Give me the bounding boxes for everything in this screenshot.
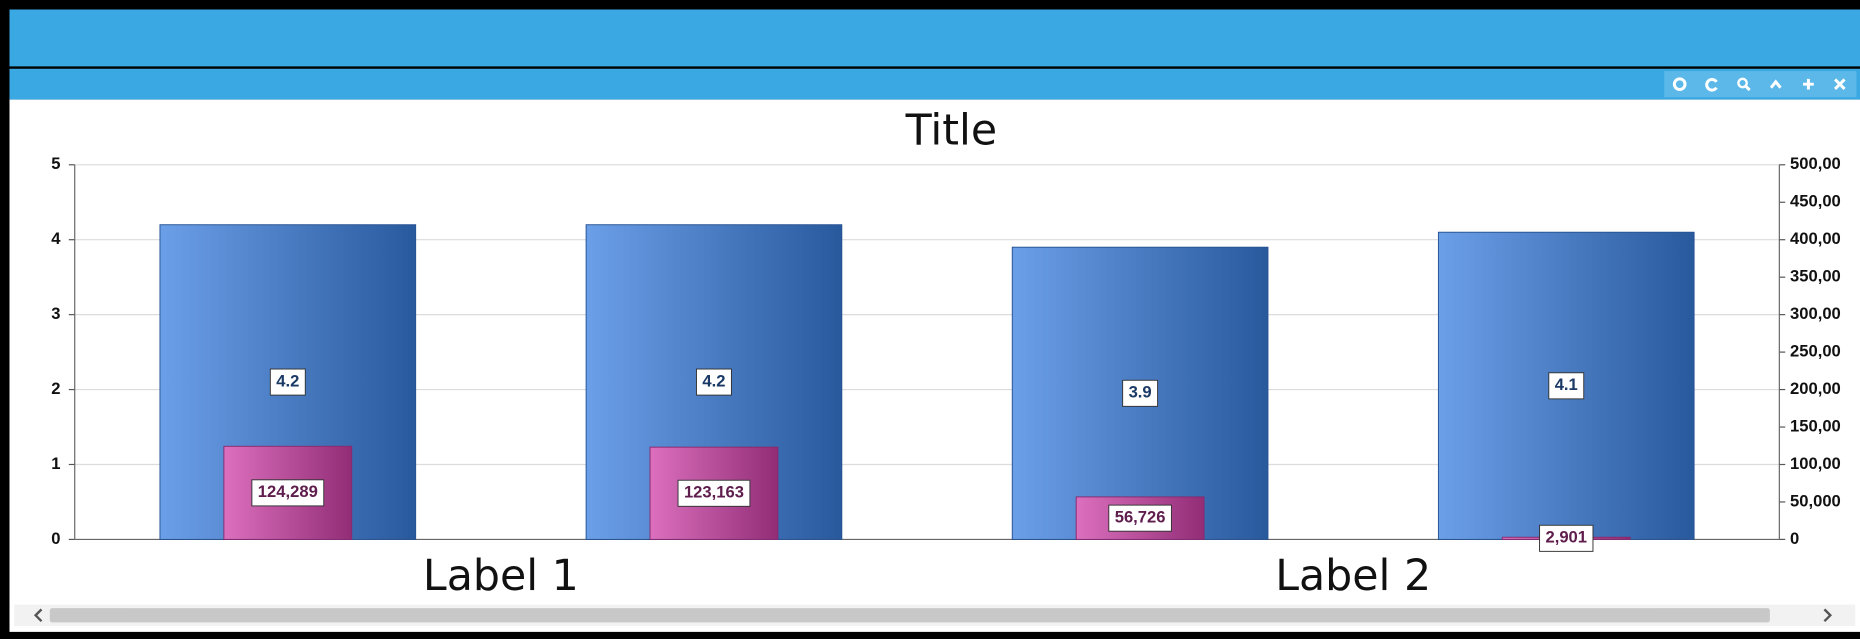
collapse-icon[interactable] — [1769, 79, 1782, 89]
y2-tick-label: 150,00 — [1790, 416, 1841, 435]
value-label: 124,289 — [258, 482, 318, 501]
value-label-box — [677, 479, 751, 507]
y2-tick-label: 300,00 — [1790, 304, 1841, 323]
scroll-right[interactable] — [1823, 608, 1833, 623]
value-label: 4.1 — [1555, 375, 1578, 394]
value-label: 4.2 — [702, 371, 725, 390]
value-label: 2,901 — [1545, 528, 1587, 547]
x-tick-label: Label 2 — [1275, 551, 1431, 601]
value-label-box — [1122, 379, 1159, 407]
value-label-box — [269, 368, 306, 396]
close-icon[interactable] — [1834, 78, 1846, 90]
value-label-box — [1539, 524, 1594, 552]
toolbar-icons — [1664, 71, 1857, 98]
x-tick-label: Label 1 — [423, 551, 579, 601]
y-tick-label: 5 — [51, 154, 60, 173]
value-label-box — [696, 368, 732, 396]
maximize-icon[interactable] — [1803, 78, 1814, 90]
y2-tick-label: 100,00 — [1790, 454, 1841, 473]
y-tick-label: 0 — [51, 529, 60, 548]
scroll-thumb[interactable] — [49, 608, 1770, 623]
y-tick-label: 1 — [51, 454, 60, 473]
value-label-box — [1108, 504, 1172, 532]
y2-tick-label: 350,00 — [1790, 267, 1841, 286]
plot: 0 1 2 3 4 5 0 50,000 100,00 150,00 200,00 250,00 300… — [51, 154, 1841, 601]
y-tick-label: 3 — [51, 304, 60, 323]
refresh-icon[interactable] — [1705, 77, 1718, 92]
value-label-box — [1548, 372, 1585, 400]
y-tick-label: 4 — [51, 229, 61, 248]
y2-tick-label: 50,000 — [1790, 491, 1841, 510]
search-icon[interactable] — [1737, 77, 1751, 92]
toolbar — [9, 68, 1860, 100]
value-label: 56,726 — [1115, 508, 1166, 527]
y2-tick-label: 250,00 — [1790, 341, 1841, 360]
scroll-left[interactable] — [33, 608, 43, 623]
icon-strip — [1664, 71, 1857, 98]
value-label: 4.2 — [276, 371, 299, 390]
value-label-box — [251, 479, 325, 507]
header-bar — [9, 9, 1860, 67]
y2-tick-label: 200,00 — [1790, 379, 1841, 398]
y-tick-label: 2 — [51, 379, 60, 398]
y2-tick-label: 450,00 — [1790, 192, 1841, 211]
chart-title: Title — [905, 105, 998, 155]
value-label: 3.9 — [1129, 383, 1152, 402]
y2-tick-label: 400,00 — [1790, 229, 1841, 248]
value-label: 123,163 — [684, 483, 744, 502]
settings-icon[interactable] — [1672, 77, 1687, 91]
y2-tick-label: 500,00 — [1790, 154, 1841, 173]
scrollbar[interactable] — [14, 604, 1856, 626]
y2-tick-label: 0 — [1790, 529, 1799, 548]
